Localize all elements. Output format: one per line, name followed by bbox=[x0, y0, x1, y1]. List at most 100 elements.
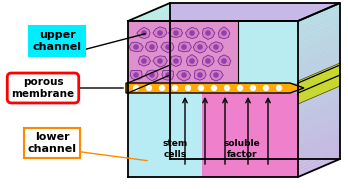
Polygon shape bbox=[160, 3, 204, 21]
Polygon shape bbox=[298, 109, 340, 130]
Polygon shape bbox=[203, 28, 215, 40]
Polygon shape bbox=[185, 3, 229, 21]
Polygon shape bbox=[187, 55, 198, 66]
Polygon shape bbox=[192, 3, 236, 21]
Circle shape bbox=[213, 72, 219, 78]
Polygon shape bbox=[249, 3, 293, 21]
Polygon shape bbox=[298, 84, 340, 105]
Polygon shape bbox=[266, 3, 310, 21]
Polygon shape bbox=[298, 150, 340, 171]
Polygon shape bbox=[128, 93, 298, 177]
Polygon shape bbox=[298, 22, 340, 43]
Polygon shape bbox=[285, 3, 329, 21]
Polygon shape bbox=[145, 3, 189, 21]
Polygon shape bbox=[298, 56, 340, 77]
Polygon shape bbox=[287, 3, 332, 21]
Circle shape bbox=[149, 44, 155, 50]
Polygon shape bbox=[179, 42, 191, 52]
Polygon shape bbox=[298, 31, 340, 52]
Polygon shape bbox=[298, 119, 340, 139]
Polygon shape bbox=[298, 12, 340, 33]
Polygon shape bbox=[190, 3, 234, 21]
Polygon shape bbox=[277, 3, 321, 21]
Polygon shape bbox=[298, 156, 340, 177]
Circle shape bbox=[221, 30, 227, 36]
Circle shape bbox=[237, 85, 243, 91]
Polygon shape bbox=[298, 50, 340, 71]
Polygon shape bbox=[298, 134, 340, 155]
Circle shape bbox=[250, 85, 256, 91]
Polygon shape bbox=[298, 6, 340, 27]
Polygon shape bbox=[245, 3, 289, 21]
Polygon shape bbox=[130, 70, 142, 80]
Polygon shape bbox=[298, 131, 340, 152]
Polygon shape bbox=[200, 3, 244, 21]
Circle shape bbox=[181, 72, 187, 78]
Polygon shape bbox=[298, 25, 340, 46]
Polygon shape bbox=[211, 3, 255, 21]
Polygon shape bbox=[298, 146, 340, 168]
Circle shape bbox=[221, 58, 227, 64]
Polygon shape bbox=[228, 3, 272, 21]
Polygon shape bbox=[240, 3, 285, 21]
Polygon shape bbox=[298, 128, 340, 149]
Polygon shape bbox=[298, 81, 340, 102]
Polygon shape bbox=[218, 27, 230, 39]
Circle shape bbox=[157, 58, 163, 64]
Polygon shape bbox=[238, 3, 283, 21]
Polygon shape bbox=[185, 27, 199, 39]
Polygon shape bbox=[264, 3, 308, 21]
Polygon shape bbox=[161, 42, 174, 53]
Polygon shape bbox=[298, 87, 340, 108]
Polygon shape bbox=[247, 3, 291, 21]
Circle shape bbox=[165, 72, 171, 78]
Circle shape bbox=[263, 85, 269, 91]
Polygon shape bbox=[129, 42, 143, 52]
Circle shape bbox=[189, 58, 195, 64]
Polygon shape bbox=[177, 70, 191, 81]
Polygon shape bbox=[162, 70, 174, 80]
Polygon shape bbox=[183, 3, 227, 21]
Polygon shape bbox=[170, 56, 182, 67]
Polygon shape bbox=[134, 3, 179, 21]
Polygon shape bbox=[177, 3, 221, 21]
Polygon shape bbox=[281, 3, 325, 21]
Polygon shape bbox=[215, 3, 259, 21]
Polygon shape bbox=[298, 90, 340, 112]
Polygon shape bbox=[298, 69, 340, 90]
Polygon shape bbox=[298, 19, 340, 40]
Polygon shape bbox=[151, 3, 196, 21]
Polygon shape bbox=[136, 3, 181, 21]
Polygon shape bbox=[275, 3, 319, 21]
Circle shape bbox=[172, 85, 178, 91]
Polygon shape bbox=[298, 143, 340, 164]
Polygon shape bbox=[253, 3, 298, 21]
Polygon shape bbox=[149, 3, 193, 21]
Polygon shape bbox=[238, 21, 298, 83]
Polygon shape bbox=[272, 3, 317, 21]
Polygon shape bbox=[294, 3, 338, 21]
Polygon shape bbox=[139, 56, 151, 66]
Polygon shape bbox=[298, 140, 340, 161]
Polygon shape bbox=[181, 3, 225, 21]
Text: lower
channel: lower channel bbox=[27, 132, 77, 154]
Polygon shape bbox=[270, 3, 315, 21]
Polygon shape bbox=[147, 3, 191, 21]
Polygon shape bbox=[298, 43, 340, 65]
Polygon shape bbox=[207, 3, 251, 21]
Polygon shape bbox=[230, 3, 274, 21]
Polygon shape bbox=[298, 34, 340, 55]
Polygon shape bbox=[298, 15, 340, 37]
Polygon shape bbox=[298, 28, 340, 49]
Polygon shape bbox=[175, 3, 219, 21]
Text: porous
membrane: porous membrane bbox=[11, 77, 74, 99]
Polygon shape bbox=[298, 40, 340, 62]
Polygon shape bbox=[298, 3, 340, 24]
Polygon shape bbox=[298, 103, 340, 124]
Polygon shape bbox=[298, 65, 340, 87]
Circle shape bbox=[141, 30, 147, 36]
Polygon shape bbox=[298, 62, 340, 83]
Polygon shape bbox=[232, 3, 276, 21]
Polygon shape bbox=[156, 3, 200, 21]
Polygon shape bbox=[243, 3, 287, 21]
